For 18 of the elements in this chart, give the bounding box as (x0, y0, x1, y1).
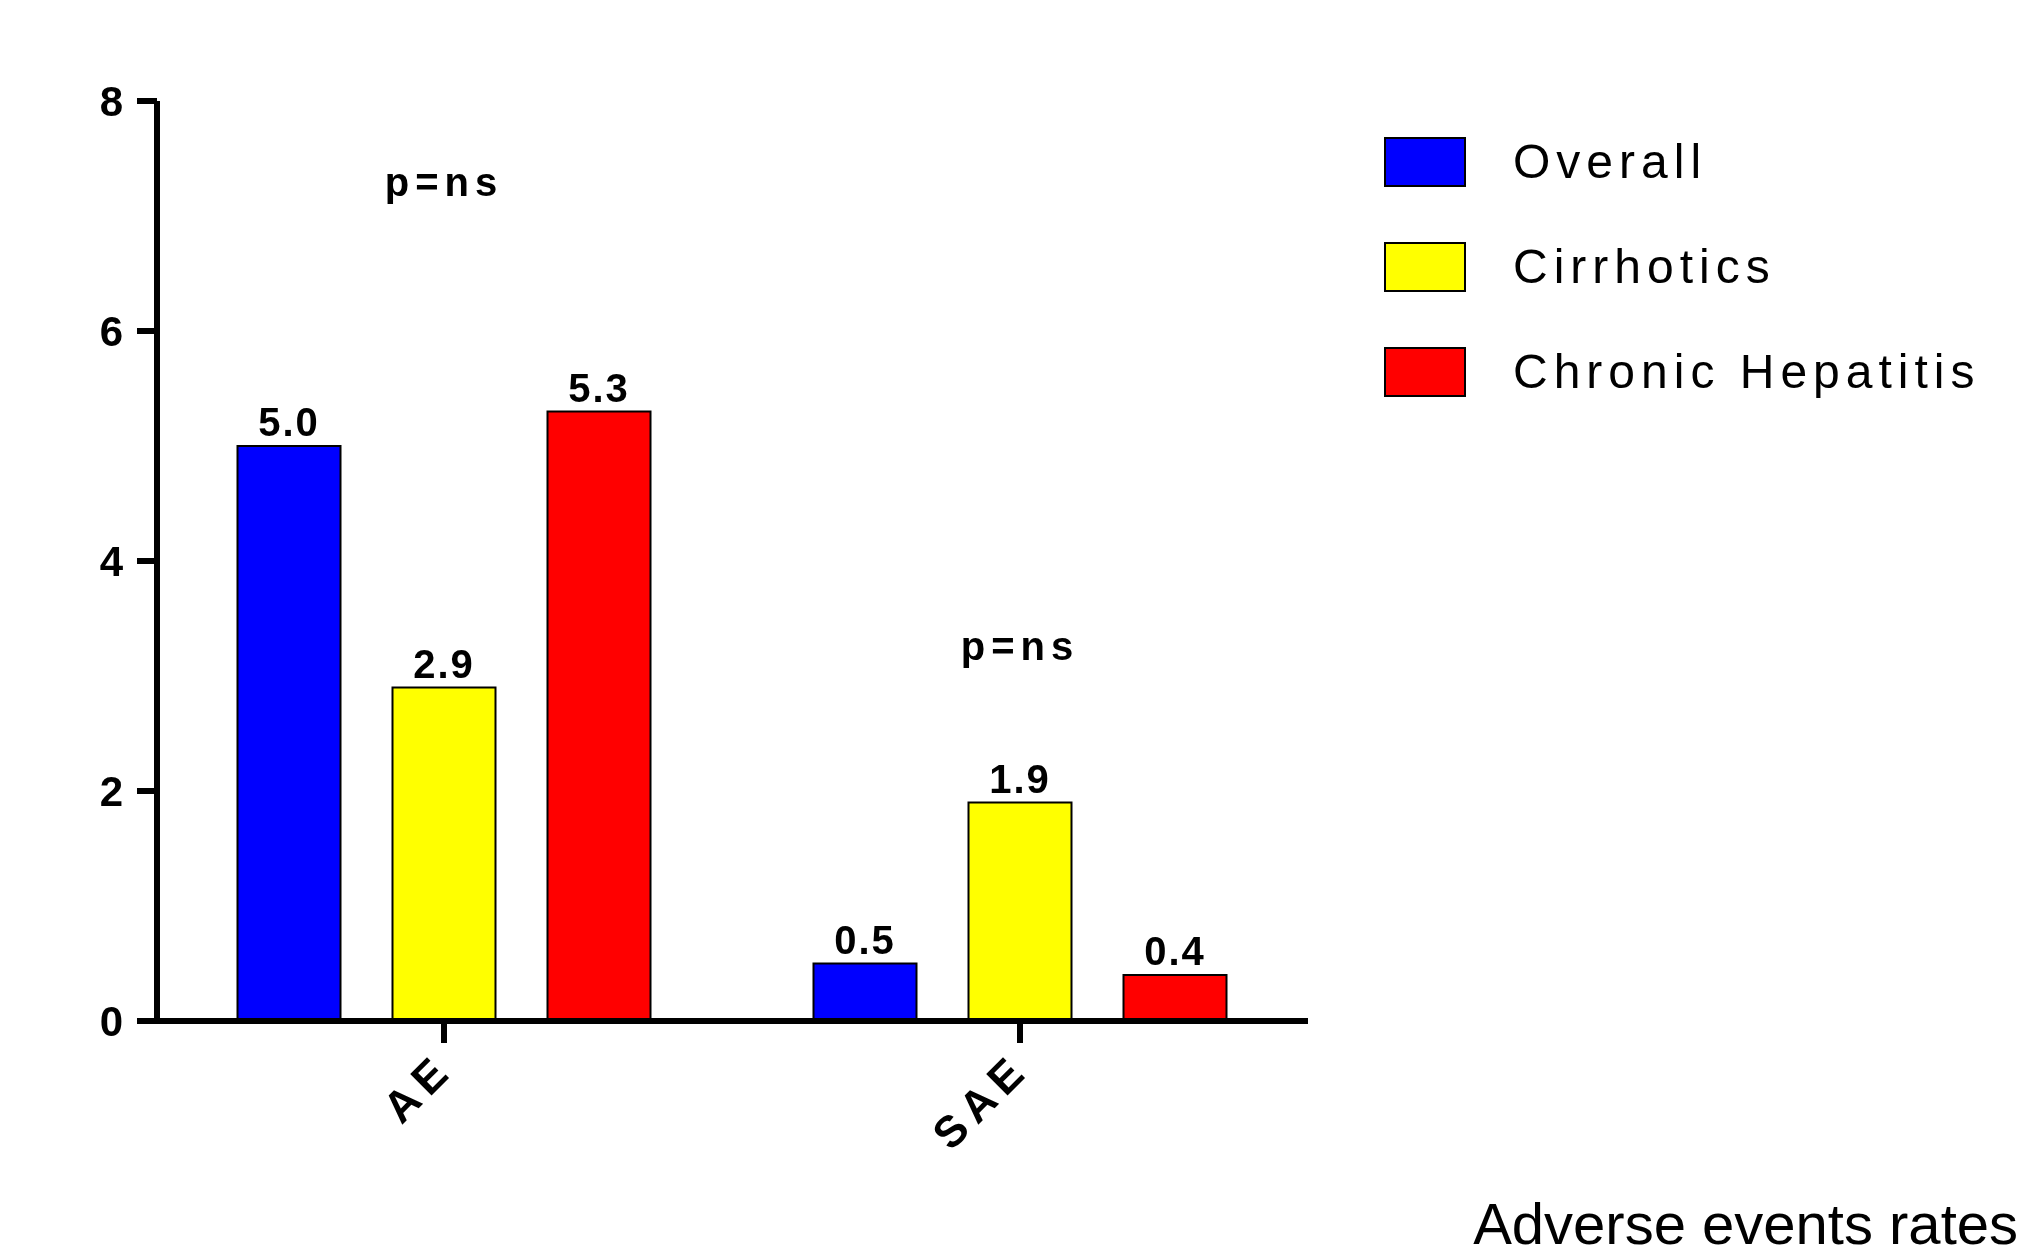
legend-label: Chronic Hepatitis (1513, 345, 1981, 398)
data-label: 0.5 (834, 917, 896, 962)
data-label: 0.4 (1144, 929, 1206, 973)
x-tick-label: AE (373, 1042, 463, 1132)
text: Adverse events rates (1473, 1191, 2018, 1256)
y-tick-label: 4 (99, 538, 124, 585)
data-label: 5.0 (258, 400, 320, 444)
data-label: 1.9 (989, 756, 1051, 801)
y-tick-label: 6 (99, 308, 123, 355)
data-label: 2.9 (413, 641, 475, 686)
y-tick-label: 2 (99, 768, 123, 815)
legend-label: Overall (1513, 135, 1708, 188)
y-tick-label: 0 (99, 998, 123, 1045)
annotation: p=ns (960, 624, 1080, 668)
data-label: 5.3 (568, 365, 630, 410)
y-tick-label: 8 (99, 78, 123, 125)
legend-label: Cirrhotics (1513, 240, 1776, 293)
annotation: p=ns (384, 160, 504, 204)
